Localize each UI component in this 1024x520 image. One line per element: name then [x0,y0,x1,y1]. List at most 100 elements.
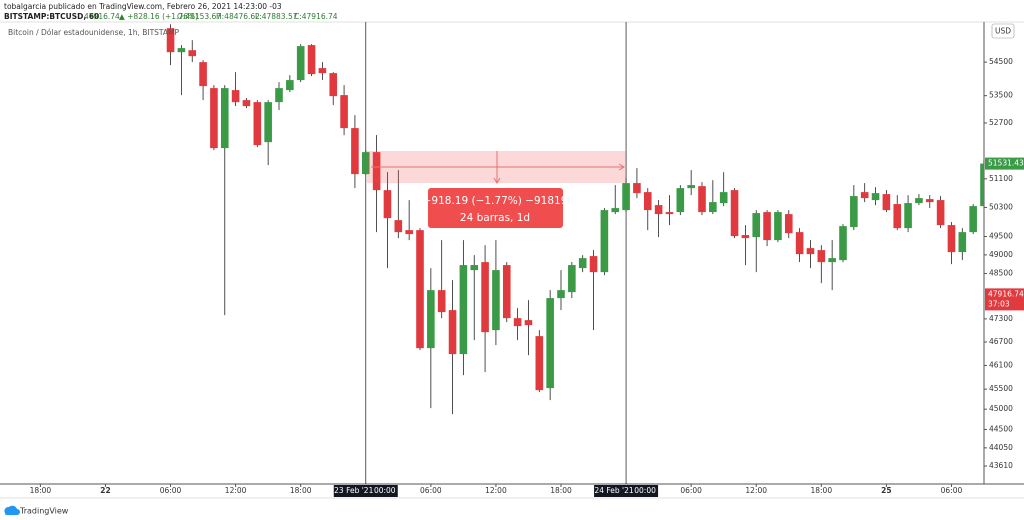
candle-body [578,258,587,269]
marker-label-bg [594,485,659,497]
x-tick-label: 06:00 [160,486,182,495]
candle-body [600,210,609,273]
candle-body [296,46,305,81]
marker-time: 00:00 [634,486,656,495]
candle-body [915,198,923,204]
close-price-tag [985,157,1024,170]
candle-body [286,80,294,91]
last-price-tag [985,288,1024,311]
candle-body [622,183,630,211]
y-tick-label: 44050 [989,443,1013,452]
candle-body [264,102,272,143]
measure-label-box [428,188,563,228]
change: ▲ +828.16 (+1.76%) [119,12,198,21]
candle-body [481,262,489,333]
candle-body [459,265,468,355]
candle-body [719,192,728,204]
measure-arrowhead [493,177,501,184]
candle-body [958,232,967,253]
candle-body [795,232,804,255]
candle-body [502,265,511,319]
y-tick-label: 43610 [989,461,1013,470]
x-tick-label: 18:00 [290,486,312,495]
axes: 54500 53500 52700 51100 50300 49500 49000 48500… [30,57,1024,497]
candle-body [340,95,348,129]
measure-tool: −918.19 (−1.77%) −91819 24 barras, 1d [367,151,626,228]
x-tick-label: 12:00 [225,486,247,495]
candle-body [860,192,869,199]
candle-body [437,290,446,313]
countdown: 37:03 [988,299,1010,308]
x-tick-label: 18:00 [810,486,832,495]
candle-body [654,205,663,215]
candle-body [231,90,240,103]
candle-body [893,204,902,229]
candle-body [568,265,576,293]
candle-body [774,212,782,241]
candle-body [806,248,815,255]
y-tick-label: 51100 [989,174,1013,183]
plot-area [166,22,984,484]
last-price-label: 47916.74 [988,289,1024,298]
x-tick-label: 06:00 [941,486,963,495]
symbol: BITSTAMP:BTCUSD, 60 [4,12,99,21]
candle-body [394,220,403,233]
candle-body [557,290,565,299]
candle-body [643,192,652,211]
y-tick-label: 44500 [989,424,1013,433]
candle-body [589,256,598,273]
candle-body [763,212,771,241]
candle-body [828,258,836,263]
logo-icon [4,505,20,515]
candle-body [199,62,207,87]
brand: TradingView [19,507,69,516]
marker-time: 00:00 [374,486,396,495]
candle-body [633,183,641,194]
candle-body [741,235,750,239]
candle-body [784,214,793,234]
candle-body [546,298,554,389]
x-tick-label: 06:00 [420,486,442,495]
candle-body [166,28,175,53]
candle-body [947,225,956,253]
candle-body [980,163,984,207]
y-tick-label: 45500 [989,384,1013,393]
last: 47916.74 [84,12,120,21]
x-tick-label: 25 [881,486,891,495]
x-tick-label: 18:00 [30,486,52,495]
candle-body [405,230,413,235]
candle-body [242,100,251,107]
candle-body [275,88,283,103]
x-tick-label: 06:00 [680,486,702,495]
candle-body [687,185,695,189]
candle-body [351,128,359,175]
author-line: tobalgarcia publicado en TradingView.com… [4,2,282,11]
candle-body [361,152,370,175]
candle-body [329,73,338,97]
x-tick-label: 12:00 [745,486,767,495]
measure-arrowhead [618,163,625,171]
y-tick-label: 46100 [989,360,1013,369]
candle-body [850,196,858,228]
candle-body [936,200,945,226]
candle-body [709,202,717,213]
y-tick-label: 52700 [989,118,1013,127]
candle-body [871,193,880,201]
candle-body [882,194,891,211]
y-tick-label: 46700 [989,337,1013,346]
candle-body [492,270,500,331]
y-tick-label: 50300 [989,202,1013,211]
y-tick-label: 45000 [989,404,1013,413]
candle-body [969,206,977,233]
x-tick-label: 12:00 [485,486,507,495]
y-tick-label: 49500 [989,231,1013,240]
marker-date: 23 Feb '21 [334,486,373,495]
currency-box [991,23,1015,39]
measure-bars: 24 barras, 1d [460,212,530,224]
candle-body [513,318,522,327]
candle-body [676,188,685,213]
candle-body [372,152,381,191]
chart-title: Bitcoin / Dólar estadounidense, 1h, BITS… [8,28,180,37]
candle-body [210,88,218,149]
